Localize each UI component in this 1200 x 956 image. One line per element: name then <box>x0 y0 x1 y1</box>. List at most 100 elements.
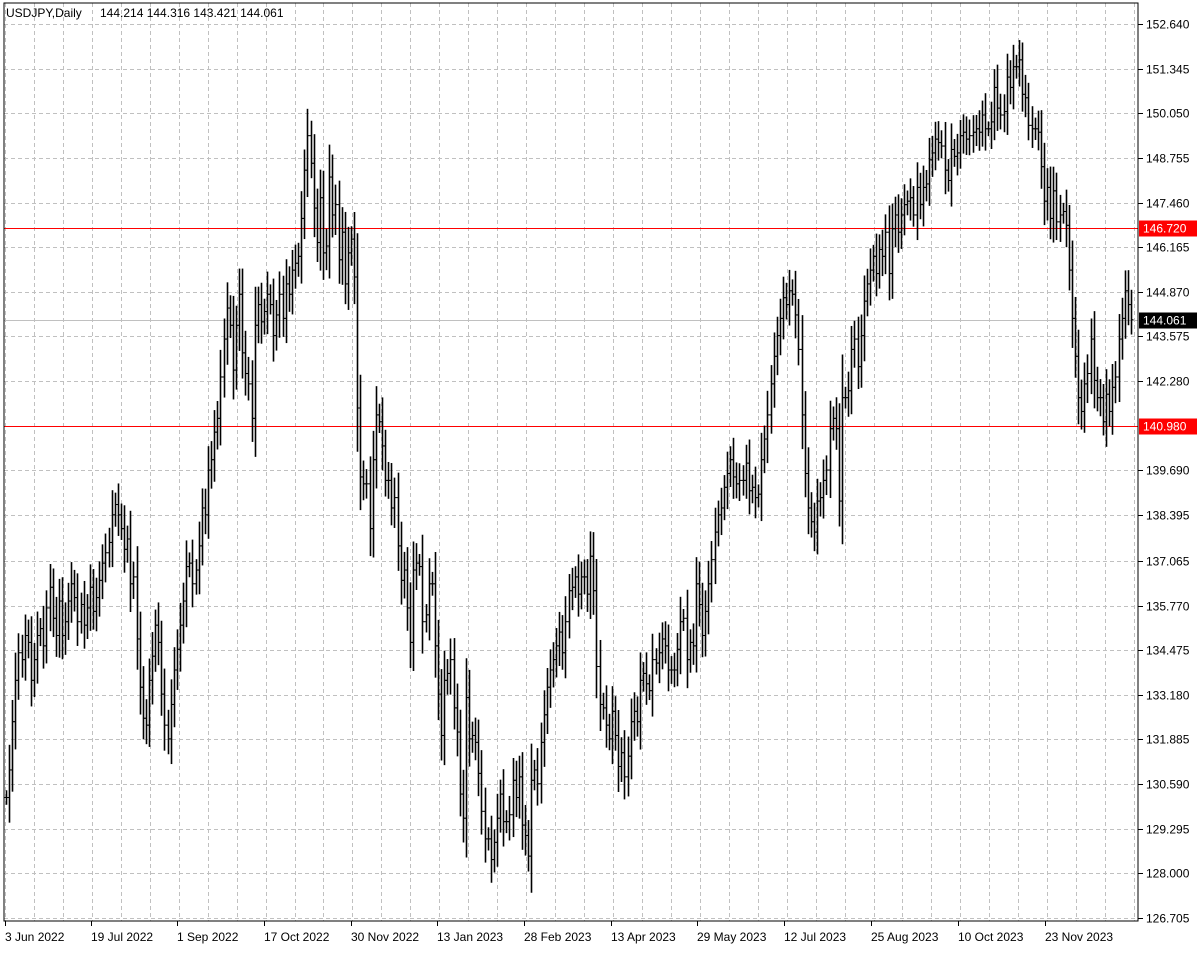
ohlc-bar <box>1076 329 1081 425</box>
ohlc-bar <box>716 500 721 547</box>
ohlc-bar <box>824 455 829 496</box>
ohlc-bar <box>1117 314 1122 403</box>
ohlc-bar <box>352 212 357 305</box>
ohlc-bar <box>69 562 74 623</box>
ohlc-bar <box>542 690 547 767</box>
ohlc-bar <box>97 561 102 617</box>
ohlc-bar <box>868 248 873 306</box>
ohlc-bar <box>82 580 87 649</box>
ohlc-bar <box>517 755 522 819</box>
ohlc-bar <box>796 298 801 366</box>
ohlc-bar <box>927 137 932 206</box>
ohlc-bar <box>918 172 923 220</box>
ohlc-bar <box>318 169 323 271</box>
ohlc-bar <box>588 531 593 619</box>
y-tick-label: 130.590 <box>1146 778 1190 792</box>
ohlc-bar <box>100 544 105 600</box>
ohlc-bar <box>644 652 649 705</box>
ohlc-bar <box>324 228 329 271</box>
ohlc-bar <box>281 275 286 337</box>
ohlc-bar <box>545 668 550 735</box>
ohlc-bar <box>156 602 161 666</box>
ohlc-bar <box>274 299 279 351</box>
ohlc-bar <box>88 564 93 631</box>
ohlc-bar <box>293 244 298 289</box>
ohlc-bar <box>26 619 31 659</box>
ohlc-bar <box>821 459 826 519</box>
ohlc-bar <box>402 551 407 599</box>
ohlc-bar <box>38 618 43 647</box>
ohlc-bar <box>1129 289 1134 335</box>
ohlc-bar <box>405 547 410 631</box>
ohlc-bar <box>657 632 662 684</box>
ohlc-bar <box>967 119 972 156</box>
ohlc-bar <box>162 668 167 751</box>
y-tick-label: 131.885 <box>1146 733 1190 747</box>
x-tick-label: 25 Aug 2023 <box>871 930 939 944</box>
ohlc-bar <box>856 316 861 389</box>
ohlc-bar <box>765 390 770 464</box>
ohlc-bar <box>166 709 171 755</box>
ohlc-header: 144.214 144.316 143.421 144.061 <box>100 6 284 20</box>
ohlc-bar <box>567 574 572 639</box>
ohlc-bar <box>470 721 475 753</box>
ohlc-bar <box>32 642 37 698</box>
ohlc-bar <box>420 534 425 654</box>
grid-layer <box>4 3 1138 921</box>
ohlc-bar <box>85 594 90 640</box>
ohlc-bar <box>364 469 369 499</box>
ohlc-bar <box>172 647 177 728</box>
ohlc-bar <box>936 121 941 161</box>
ohlc-bar <box>1026 82 1031 141</box>
ohlc-bar <box>930 135 935 177</box>
ohlc-bar <box>806 447 811 535</box>
ohlc-bar <box>23 614 28 681</box>
ohlc-bar <box>762 425 767 474</box>
axis-layer: 152.640 151.345 150.050 148.755 147.460 146.1… <box>3 2 1190 944</box>
ohlc-bar <box>1085 354 1090 404</box>
ohlc-bar <box>225 282 230 365</box>
y-tick-label: 151.345 <box>1146 63 1190 77</box>
ohlc-bar <box>952 139 957 167</box>
ohlc-bar <box>479 750 484 835</box>
ohlc-bar <box>1070 240 1075 348</box>
x-tick-label: 29 May 2023 <box>697 930 767 944</box>
ohlc-bar <box>243 330 248 396</box>
ohlc-bar <box>896 194 901 253</box>
ohlc-bar <box>392 477 397 528</box>
ohlc-bar <box>44 590 49 664</box>
ohlc-bar <box>1020 42 1025 112</box>
x-tick-label: 1 Sep 2022 <box>177 930 239 944</box>
ohlc-bar <box>246 356 251 401</box>
ohlc-bar <box>1120 297 1125 360</box>
ohlc-bar <box>284 259 289 344</box>
ohlc-bar <box>414 543 419 591</box>
ohlc-bar <box>663 621 668 664</box>
ohlc-bar <box>361 460 366 501</box>
ohlc-bar <box>399 521 404 605</box>
ohlc-bar <box>181 582 186 644</box>
ohlc-bar <box>548 649 553 708</box>
ohlc-bar <box>594 558 599 699</box>
current-price-label: 144.061 <box>1143 314 1187 328</box>
y-tick-label: 142.280 <box>1146 375 1190 389</box>
ohlc-bar <box>607 713 612 751</box>
ohlc-bar <box>1123 270 1128 339</box>
ohlc-bar <box>949 123 954 207</box>
ohlc-bar <box>489 815 494 883</box>
ohlc-bar <box>529 743 534 893</box>
ohlc-bar <box>666 624 671 692</box>
ohlc-bar <box>725 451 730 510</box>
ohlc-bar <box>103 533 108 583</box>
ohlc-bar <box>905 190 910 216</box>
ohlc-bar <box>803 391 808 498</box>
ohlc-bar <box>591 532 596 615</box>
ohlc-bar <box>971 115 976 153</box>
y-tick-label: 129.295 <box>1146 823 1190 837</box>
ohlc-bar <box>1082 362 1087 433</box>
ohlc-bar <box>144 699 149 745</box>
ohlc-bar <box>368 456 373 557</box>
ohlc-bar <box>349 226 354 266</box>
ohlc-bar <box>10 699 15 792</box>
